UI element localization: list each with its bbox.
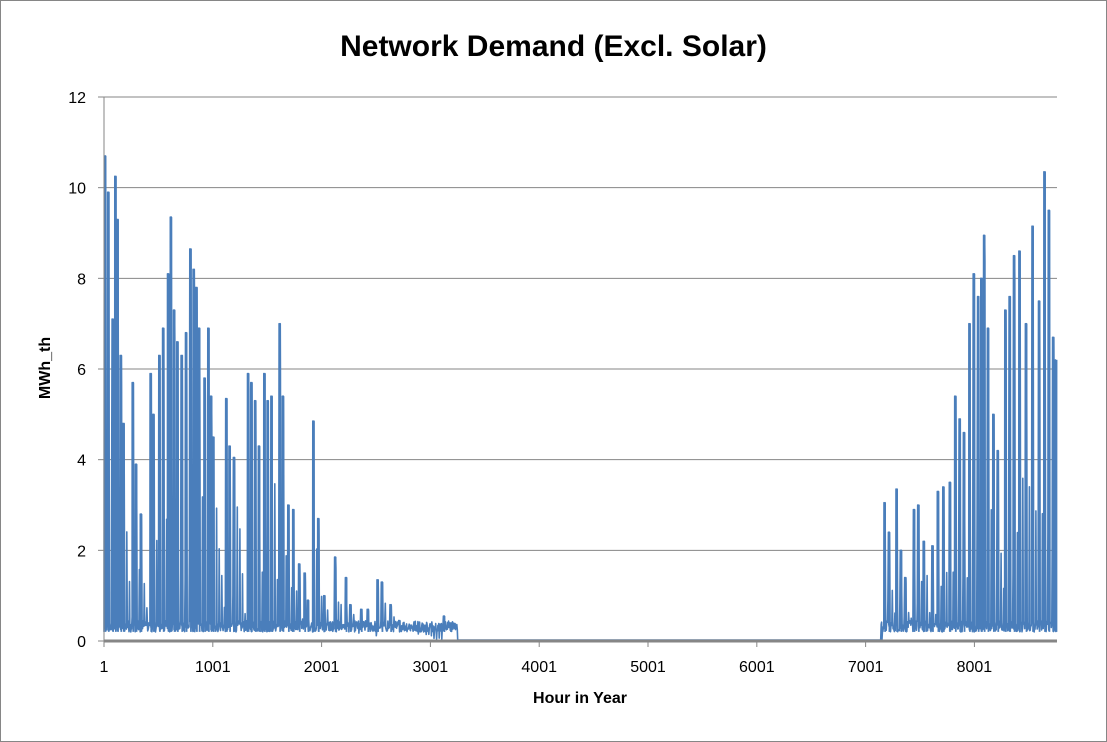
x-tick-label: 5001: [630, 659, 666, 676]
x-tick-label: 1: [100, 659, 109, 676]
y-tick-label: 12: [68, 90, 86, 107]
y-tick-label: 10: [68, 181, 86, 198]
x-tick-label: 8001: [957, 659, 993, 676]
x-axis-label: Hour in Year: [533, 690, 627, 707]
tick-labels: 0 2 4 6 8 10 12 1 1001 2001 3001 4001 5001 6001 7001 80…: [68, 90, 992, 676]
chart-title: Network Demand (Excl. Solar): [340, 30, 767, 63]
y-tick-label: 8: [77, 271, 86, 288]
y-tick-label: 2: [77, 543, 86, 560]
grid-lines: [104, 96, 1057, 551]
series-layer: [103, 155, 1058, 641]
x-tick-label: 1001: [195, 659, 231, 676]
x-tick-label: 4001: [521, 659, 557, 676]
x-tick-label: 6001: [739, 659, 775, 676]
axis-layer: [98, 96, 1057, 647]
y-tick-label: 4: [77, 453, 86, 470]
x-tick-label: 3001: [413, 659, 449, 676]
y-tick-label: 6: [77, 362, 86, 379]
x-tick-label: 7001: [848, 659, 884, 676]
y-tick-label: 0: [77, 634, 86, 651]
x-tick-label: 2001: [304, 659, 340, 676]
